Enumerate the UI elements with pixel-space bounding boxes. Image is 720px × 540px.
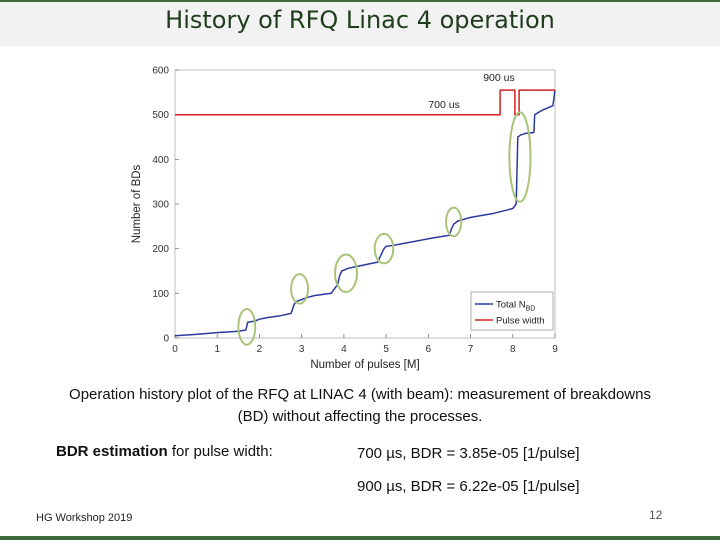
bdr-row-900: 900 µs, BDR = 6.22e-05 [1/pulse] (357, 478, 580, 495)
y-tick-label: 600 (152, 66, 169, 77)
y-tick-label: 100 (152, 289, 169, 300)
bdr-label-bold: BDR estimation (56, 443, 168, 460)
highlight-ellipse (290, 273, 310, 305)
x-tick-label: 4 (341, 344, 347, 355)
pulse-annotation: 900 us (483, 72, 515, 84)
y-axis-label: Number of BDs (131, 164, 143, 243)
x-tick-label: 9 (552, 344, 558, 355)
y-tick-label: 300 (152, 200, 169, 211)
x-tick-label: 8 (510, 344, 516, 355)
x-tick-label: 7 (468, 344, 474, 355)
x-tick-label: 1 (214, 344, 220, 355)
series-line-total-nbd (174, 89, 556, 337)
bdr-label-rest: for pulse width: (167, 443, 273, 460)
legend-subscript: BD (526, 306, 536, 313)
legend-box (470, 291, 554, 331)
bd-history-chart: 0 1 2 3 4 5 6 7 8 9 0 100 200 300 400 500 600 Number of p… (131, 66, 558, 372)
footer-text: HG Workshop 2019 (36, 512, 133, 524)
x-tick-label: 3 (299, 344, 305, 355)
bdr-label: BDR estimation for pulse width: (56, 443, 273, 460)
bdr-row-700: 700 µs, BDR = 3.85e-05 [1/pulse] (357, 445, 580, 462)
highlight-ellipse (237, 307, 257, 346)
highlight-ellipse (445, 206, 463, 238)
y-tick-label: 0 (163, 334, 169, 345)
x-tick-label: 6 (426, 344, 432, 355)
page-number: 12 (649, 508, 663, 522)
highlight-ellipse (508, 111, 532, 203)
series-line-pulse-width (175, 89, 555, 116)
highlight-ellipse (373, 232, 395, 265)
y-tick-label: 400 (152, 155, 169, 166)
bottom-rule (0, 536, 720, 540)
x-tick-label: 2 (257, 344, 263, 355)
pulse-annotation: 700 us (428, 99, 460, 111)
slide-title: History of RFQ Linac 4 operation (165, 6, 555, 34)
x-axis-label: Number of pulses [M] (310, 359, 419, 371)
y-tick-label: 500 (152, 110, 169, 121)
x-tick-label: 5 (383, 344, 389, 355)
chart-caption: Operation history plot of the RFQ at LIN… (69, 386, 651, 425)
y-tick-label: 200 (152, 244, 169, 255)
x-tick-label: 0 (172, 344, 178, 355)
legend-entry: Total NBD (496, 300, 535, 313)
legend-entry: Pulse width (496, 316, 545, 327)
highlight-ellipse (334, 253, 358, 293)
title-bar (0, 0, 720, 46)
